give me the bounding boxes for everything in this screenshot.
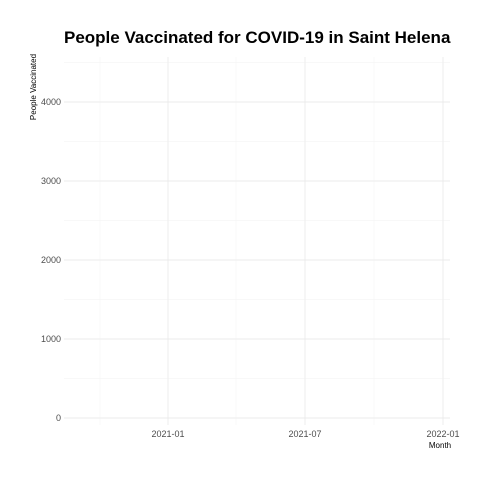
y-tick-label: 0	[56, 413, 61, 423]
y-tick-label: 2000	[41, 255, 61, 265]
x-axis-label: Month	[429, 441, 451, 450]
y-tick-label: 3000	[41, 176, 61, 186]
x-tick-label: 2022-01	[426, 429, 459, 439]
y-axis-ticks: 0 1000 2000 3000 4000	[41, 97, 61, 423]
grid	[64, 57, 450, 425]
y-tick-label: 1000	[41, 334, 61, 344]
x-axis-ticks: 2021-01 2021-07 2022-01	[151, 429, 459, 439]
x-tick-label: 2021-01	[151, 429, 184, 439]
y-tick-label: 4000	[41, 97, 61, 107]
chart-title: People Vaccinated for COVID-19 in Saint …	[64, 28, 451, 47]
x-tick-label: 2021-07	[288, 429, 321, 439]
y-axis-label: People Vaccinated	[29, 54, 38, 120]
